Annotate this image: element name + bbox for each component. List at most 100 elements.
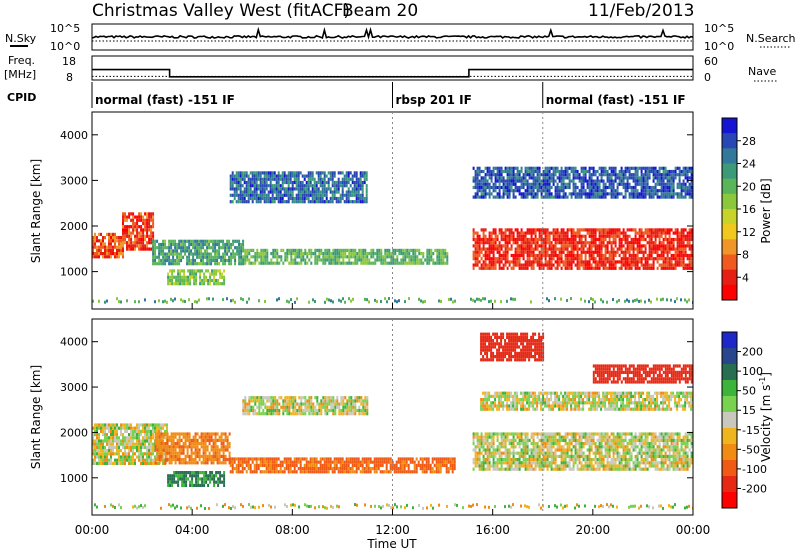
power-cell [522,244,525,248]
velocity-cell [118,452,120,456]
power-cell [290,255,293,259]
velocity-cell [98,442,100,446]
power-cell [239,174,242,178]
power-cell [636,244,639,248]
power-cell [296,261,299,265]
power-cell [450,297,452,301]
power-cell [688,263,691,267]
power-cell [548,241,551,245]
power-cell [628,260,631,264]
power-cell [112,248,114,252]
power-cell [132,247,135,251]
velocity-cell [182,461,185,465]
power-cell [220,255,223,259]
power-cell [564,260,567,264]
power-cell [274,252,277,256]
velocity-cell [265,463,268,467]
power-cell [210,258,213,263]
velocity-cell [224,435,227,439]
power-cell [323,193,326,197]
power-cell [122,212,124,216]
power-cell [654,166,657,170]
power-cell [376,255,379,259]
power-cell [191,269,194,273]
power-cell [518,247,521,251]
velocity-cell [164,442,167,446]
power-cell [562,250,565,254]
power-cell [482,176,485,180]
power-cell [490,231,493,235]
velocity-cell [245,457,248,461]
power-cell [514,247,517,251]
power-cell [680,298,682,302]
power-cell [237,187,240,191]
power-cell [664,169,667,174]
power-cell [526,169,529,174]
velocity-cell [178,438,181,442]
power-cell [299,200,302,204]
power-cell [580,241,583,245]
power-cell [188,258,191,263]
power-cell [656,195,659,199]
velocity-cell [94,461,96,465]
power-cell [536,241,539,245]
power-cell [244,252,247,256]
power-cell [550,266,553,270]
power-cell [108,252,110,256]
velocity-cell [204,461,207,465]
power-cell [138,237,141,242]
power-cell [666,253,669,258]
velocity-cell [245,460,248,464]
power-cell [168,249,171,253]
velocity-cell [221,480,224,484]
power-cell [308,248,311,252]
power-cell [494,299,496,303]
power-cell [195,275,198,279]
power-cell [290,248,293,252]
velocity-cell [140,449,142,453]
power-cell [333,193,336,197]
velocity-cell [167,474,170,478]
velocity-cell [167,483,170,487]
power-cell [482,234,485,238]
power-cell [256,255,259,259]
power-cell [648,192,651,196]
velocity-cell [305,463,308,467]
power-cell [140,225,143,229]
power-cell [104,248,106,252]
power-cell [612,266,615,270]
velocity-cell [112,449,114,453]
power-cell [474,253,477,258]
velocity-cell [92,442,94,446]
power-cell [361,174,364,178]
power-cell [202,255,205,259]
power-cell [518,185,521,190]
power-cell [510,253,513,258]
power-cell [598,185,601,190]
power-cell [344,248,347,252]
power-cell [254,258,257,262]
power-cell [666,176,669,180]
power-cell [364,255,367,259]
power-cell [211,278,214,283]
power-cell [394,248,397,252]
power-cell [168,255,171,259]
power-cell [558,234,561,238]
power-cell [632,247,635,251]
power-cell [492,173,495,177]
velocity-cell [217,480,220,484]
power-cell [303,184,306,188]
power-cell [646,173,649,177]
power-cell [232,249,235,253]
power-cell [384,255,387,259]
velocity-cell [170,451,173,455]
power-cell [614,266,617,270]
power-cell [359,196,362,201]
power-cell [238,249,241,253]
power-cell [678,253,681,258]
velocity-cell [128,423,130,427]
power-cell [652,166,655,170]
power-cell [552,257,555,261]
power-cell [548,185,551,190]
power-cell [480,250,483,254]
